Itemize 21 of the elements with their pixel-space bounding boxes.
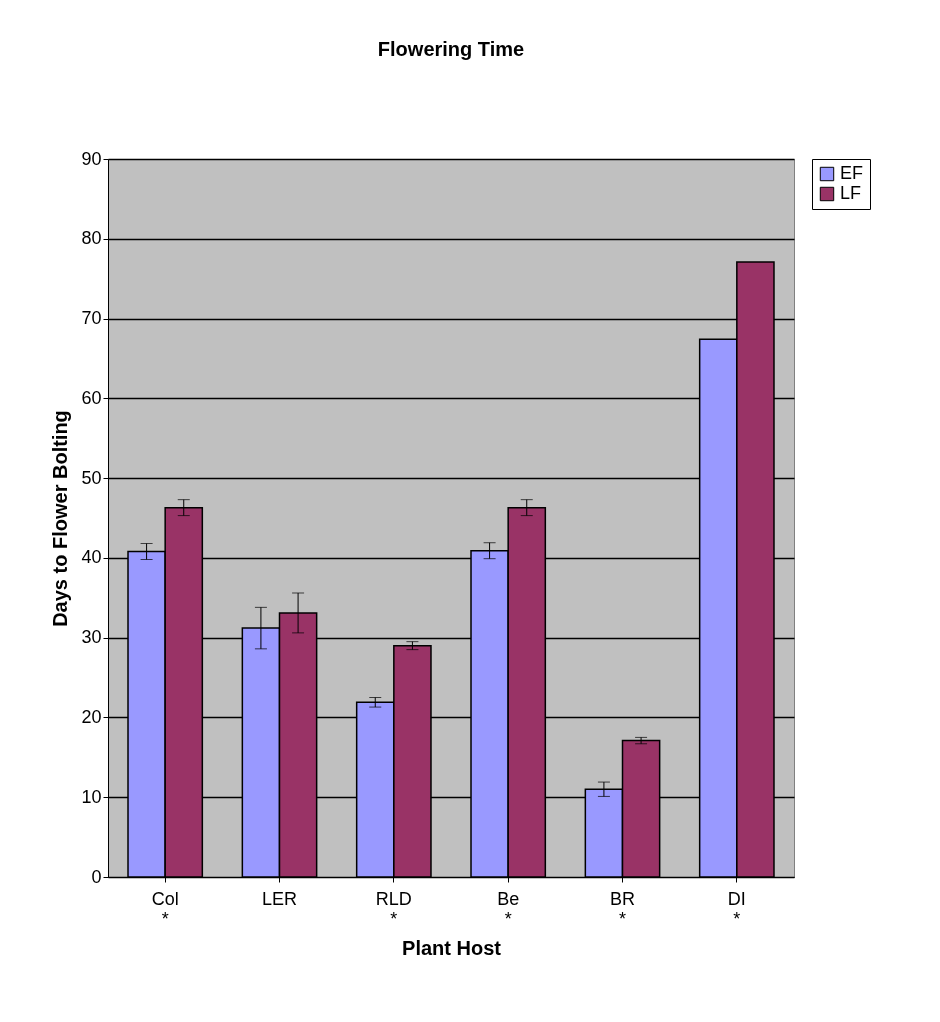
y-tick-label: 20 [81,706,102,727]
chart-title: Flowering Time [377,38,525,60]
y-axis-title: Days to Flower Bolting [49,410,72,627]
legend-label: EF [840,163,864,183]
x-tick-label: Col * [151,888,179,929]
y-tick-label: 80 [81,228,102,249]
x-tick-label: LER [261,888,298,909]
x-tick-label: DI * [727,888,746,929]
y-tick-label: 30 [81,627,102,648]
legend-label: LF [840,183,862,203]
y-tick-label: 60 [81,387,102,408]
y-tick-label: 10 [81,786,102,807]
x-axis-title: Plant Host [402,936,502,959]
y-tick-label: 90 [81,148,102,169]
x-tick-label: Be * [497,888,520,929]
y-tick-label: 50 [81,467,102,488]
y-tick-label: 40 [81,547,102,568]
x-tick-label: RLD * [375,888,412,929]
x-tick-label: BR * [609,888,636,929]
y-tick-label: 70 [81,308,102,329]
y-tick-label: 0 [91,866,102,887]
